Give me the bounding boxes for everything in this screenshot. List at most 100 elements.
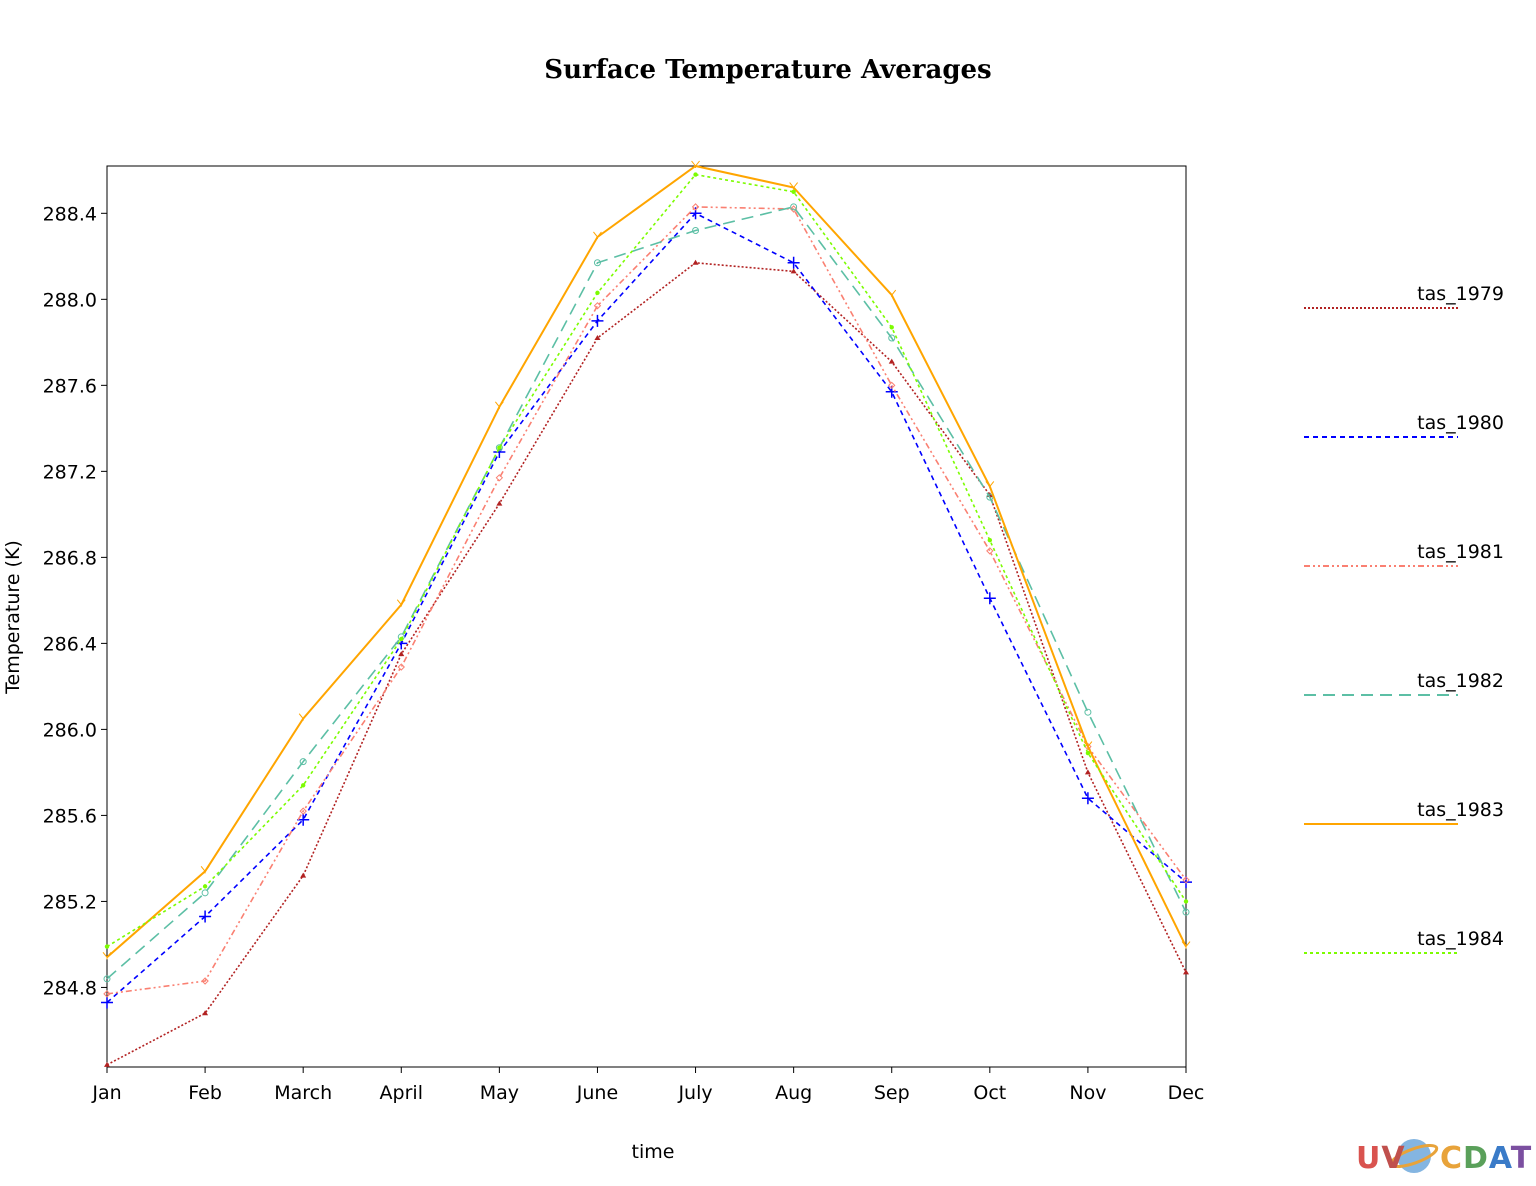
y-tick-label: 287.6 [43, 375, 97, 397]
legend-label: tas_1984 [1417, 928, 1504, 950]
x-tick-label: April [380, 1082, 423, 1104]
data-point [202, 884, 208, 889]
data-point [983, 592, 996, 605]
y-tick-label: 285.2 [43, 891, 97, 913]
chart-title: Surface Temperature Averages [544, 55, 991, 85]
data-point [593, 302, 602, 310]
logo-text: UV CDAT [1356, 1141, 1532, 1176]
data-point [1181, 941, 1191, 949]
y-tick-label: 286.4 [43, 633, 97, 655]
data-point [102, 952, 112, 960]
data-point [693, 172, 698, 177]
series-line [106, 206, 1187, 995]
y-tick-label: 286.8 [43, 547, 97, 569]
data-point [497, 445, 502, 450]
data-point [888, 381, 896, 390]
data-point [887, 289, 897, 298]
data-point [202, 1010, 209, 1016]
x-tick-label: Nov [1069, 1082, 1106, 1104]
data-point [692, 227, 700, 235]
data-point [591, 314, 604, 327]
series-tas_1984 [104, 172, 1189, 949]
series-tas_1979 [104, 259, 1189, 1067]
y-axis: 284.8 285.2 285.6 286.0 286.4 286.8 287.2 287.6… [43, 203, 107, 999]
data-point [496, 500, 503, 506]
data-point [789, 182, 799, 190]
data-point [692, 259, 699, 265]
data-point [398, 651, 405, 657]
data-point [494, 401, 504, 409]
data-point [399, 636, 404, 642]
x-tick-label: March [274, 1082, 332, 1104]
series-line [106, 205, 1187, 980]
data-point [201, 977, 209, 985]
legend: tas_1979 tas_1980 tas_1981 tas_1982 tas_1983… [1304, 283, 1504, 954]
data-point [103, 975, 111, 983]
series-line [106, 173, 1187, 948]
data-point [593, 231, 602, 239]
series-tas_1980 [101, 207, 1192, 1009]
series-line [106, 212, 1187, 1004]
data-point [691, 160, 700, 168]
y-tick-label: 285.6 [43, 805, 97, 827]
data-point [1183, 899, 1189, 904]
data-point [1085, 750, 1091, 756]
y-axis-label: Temperature (K) [2, 540, 24, 695]
legend-label: tas_1983 [1417, 799, 1504, 821]
data-point [595, 290, 600, 296]
series-line [106, 261, 1187, 1066]
data-point [1182, 876, 1190, 884]
data-point [789, 205, 798, 213]
legend-item: tas_1982 [1304, 670, 1504, 696]
data-point [790, 268, 797, 274]
data-point [985, 481, 995, 489]
x-tick-label: Sep [874, 1082, 910, 1104]
data-point [691, 203, 700, 211]
data-point [986, 547, 994, 555]
legend-label: tas_1979 [1417, 283, 1504, 305]
legend-item: tas_1984 [1304, 928, 1504, 954]
data-point [101, 996, 113, 1009]
series-tas_1983 [102, 160, 1191, 960]
x-tick-label: Jan [91, 1082, 121, 1104]
legend-label: tas_1980 [1417, 412, 1504, 434]
x-tick-label: Oct [973, 1082, 1006, 1104]
data-point [104, 1061, 110, 1067]
x-tick-label: June [576, 1082, 618, 1104]
data-point [298, 713, 308, 721]
data-point [689, 207, 702, 220]
data-point [791, 189, 796, 195]
legend-item: tas_1979 [1304, 283, 1504, 309]
legend-label: tas_1982 [1417, 670, 1504, 692]
legend-label: tas_1981 [1417, 541, 1504, 563]
data-point [300, 783, 306, 788]
data-point [200, 866, 210, 874]
y-tick-label: 288.0 [43, 289, 97, 311]
data-point [199, 910, 212, 923]
data-point [594, 335, 601, 341]
plot-area [101, 160, 1192, 1067]
legend-item: tas_1983 [1304, 799, 1504, 825]
x-axis-label: time [632, 1141, 675, 1163]
data-point [790, 203, 798, 211]
data-point [495, 444, 503, 452]
series-tas_1982 [103, 203, 1190, 983]
y-tick-label: 286.0 [43, 719, 97, 741]
x-tick-label: Aug [775, 1082, 812, 1104]
data-point [593, 259, 601, 267]
data-point [1084, 742, 1092, 751]
data-point [1180, 876, 1192, 889]
x-tick-label: July [677, 1082, 712, 1104]
data-point [889, 325, 894, 330]
data-point [495, 474, 504, 482]
data-point [299, 807, 307, 815]
legend-item: tas_1981 [1304, 541, 1504, 567]
data-point [396, 599, 406, 607]
legend-item: tas_1980 [1304, 412, 1504, 438]
data-point [397, 663, 405, 671]
data-point [888, 358, 895, 364]
data-point [297, 813, 310, 826]
data-point [201, 889, 209, 897]
data-point [103, 990, 111, 998]
